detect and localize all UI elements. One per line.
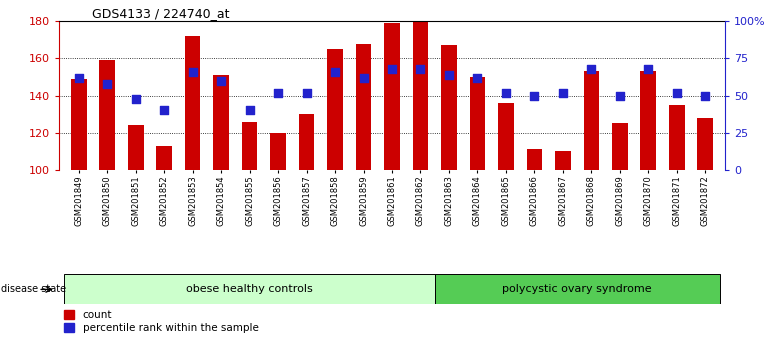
Legend: count, percentile rank within the sample: count, percentile rank within the sample <box>64 310 259 333</box>
Point <box>557 90 569 96</box>
Bar <box>583 72 599 170</box>
Bar <box>100 60 115 170</box>
Point <box>72 75 85 81</box>
Point <box>699 93 712 98</box>
Bar <box>71 79 86 170</box>
Point <box>499 90 512 96</box>
Point <box>101 81 114 86</box>
Text: obese healthy controls: obese healthy controls <box>187 284 313 295</box>
Point <box>129 96 142 101</box>
Text: disease state: disease state <box>1 284 66 295</box>
Point <box>300 90 313 96</box>
Bar <box>156 146 172 170</box>
Bar <box>470 77 485 170</box>
Point <box>386 66 398 72</box>
Point <box>614 93 626 98</box>
Point <box>528 93 541 98</box>
Bar <box>434 274 720 304</box>
Bar <box>241 121 257 170</box>
Point <box>443 72 456 78</box>
Point <box>358 75 370 81</box>
Bar <box>555 151 571 170</box>
Bar <box>185 36 201 170</box>
Point <box>670 90 683 96</box>
Bar <box>299 114 314 170</box>
Bar <box>356 44 372 170</box>
Bar <box>698 118 713 170</box>
Point <box>215 78 227 84</box>
Point <box>585 66 597 72</box>
Bar <box>384 23 400 170</box>
Point <box>642 66 655 72</box>
Point <box>471 75 484 81</box>
Text: GDS4133 / 224740_at: GDS4133 / 224740_at <box>93 7 230 20</box>
Bar <box>327 49 343 170</box>
Bar <box>527 149 543 170</box>
Bar <box>128 125 143 170</box>
Point <box>158 108 170 113</box>
Point <box>243 108 256 113</box>
Bar <box>412 21 428 170</box>
Point <box>414 66 426 72</box>
Text: polycystic ovary syndrome: polycystic ovary syndrome <box>503 284 652 295</box>
Bar <box>64 274 434 304</box>
Bar <box>498 103 514 170</box>
Bar <box>669 105 684 170</box>
Bar <box>641 72 656 170</box>
Bar <box>213 75 229 170</box>
Point <box>272 90 285 96</box>
Bar <box>270 133 286 170</box>
Point <box>187 69 199 75</box>
Bar <box>441 45 457 170</box>
Bar <box>612 124 628 170</box>
Point <box>328 69 341 75</box>
